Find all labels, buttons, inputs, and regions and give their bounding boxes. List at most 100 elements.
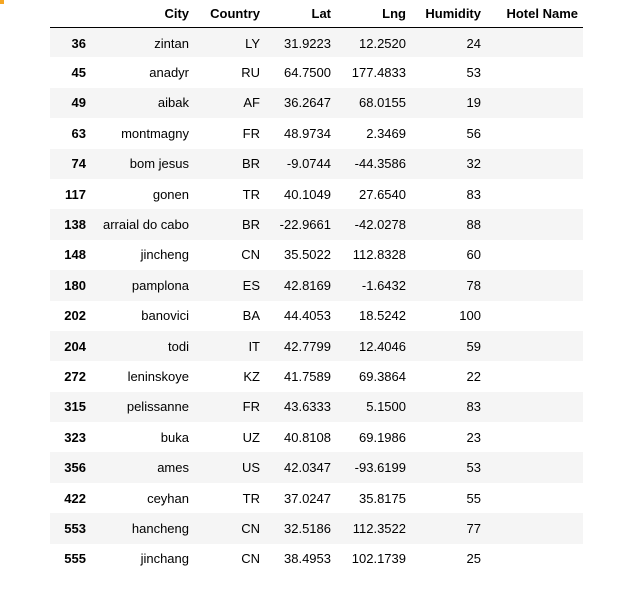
dataframe-table: City Country Lat Lng Humidity Hotel Name… — [50, 0, 583, 575]
cell-lng: 68.0155 — [359, 95, 406, 111]
cell-hotel-name — [486, 27, 583, 57]
cell-lat: 31.9223 — [284, 36, 331, 52]
cell-lat: 43.6333 — [284, 399, 331, 415]
cell-lng: 35.8175 — [359, 490, 406, 506]
cell-hotel-name — [486, 149, 583, 179]
cell-city: montmagny — [121, 125, 189, 141]
cell-humidity: 53 — [466, 65, 481, 81]
cell-lat: -9.0744 — [286, 156, 331, 172]
cell-hotel-name — [486, 57, 583, 87]
cell-city: jinchang — [140, 551, 189, 567]
cell-country: TR — [242, 490, 260, 506]
table-row: 117 gonen TR 40.1049 27.6540 83 — [50, 178, 583, 210]
row-index: 74 — [71, 156, 86, 172]
table-row: 323 buka UZ 40.8108 69.1986 23 — [50, 422, 583, 453]
row-index: 49 — [71, 95, 86, 111]
table-row: 356 ames US 42.0347 -93.6199 53 — [50, 452, 583, 483]
index-header — [50, 0, 91, 28]
cell-lat: 38.4953 — [284, 551, 331, 567]
table-row: 138 arraial do cabo BR -22.9661 -42.0278 88 — [50, 209, 583, 240]
cell-country: BR — [241, 156, 260, 172]
cell-city: leninskoye — [127, 368, 189, 384]
cell-hotel-name — [486, 209, 583, 239]
column-header-humidity: Humidity — [411, 0, 486, 28]
cell-lng: 5.1500 — [366, 399, 406, 415]
cell-country: US — [241, 460, 260, 476]
row-index: 180 — [64, 277, 86, 293]
cell-humidity: 78 — [466, 277, 481, 293]
cell-hotel-name — [486, 452, 583, 482]
cell-city: anadyr — [149, 65, 189, 81]
table-row: 180 pamplona ES 42.8169 -1.6432 78 — [50, 270, 583, 301]
cell-humidity: 83 — [466, 399, 481, 415]
cell-country: LY — [245, 36, 260, 52]
column-header-hotel-name: Hotel Name — [486, 0, 583, 28]
cell-lng: 27.6540 — [359, 186, 406, 202]
cell-city: bom jesus — [129, 156, 189, 172]
table-row: 422 ceyhan TR 37.0247 35.8175 55 — [50, 482, 583, 514]
cell-hotel-name — [486, 513, 583, 543]
cell-hotel-name — [486, 483, 583, 513]
cell-country: ES — [242, 277, 260, 293]
row-index: 202 — [64, 308, 86, 324]
cell-hotel-name — [486, 361, 583, 391]
cell-city: pelissanne — [126, 399, 189, 415]
cell-hotel-name — [486, 301, 583, 331]
cell-country: IT — [248, 338, 260, 354]
cell-city: aibak — [157, 95, 189, 111]
cell-lat: 44.4053 — [284, 308, 331, 324]
cell-city: banovici — [141, 308, 189, 324]
cell-city: arraial do cabo — [103, 217, 189, 233]
cell-humidity: 32 — [466, 156, 481, 172]
cell-country: FR — [242, 399, 260, 415]
cell-humidity: 25 — [466, 551, 481, 567]
cell-city: ames — [157, 460, 189, 476]
row-index: 356 — [64, 460, 86, 476]
cell-humidity: 24 — [466, 36, 481, 52]
cell-lat: 40.1049 — [284, 186, 331, 202]
cell-humidity: 56 — [466, 125, 481, 141]
cell-hotel-name — [486, 270, 583, 300]
cell-humidity: 83 — [466, 186, 481, 202]
cell-humidity: 88 — [466, 217, 481, 233]
row-index: 315 — [64, 399, 86, 415]
cell-city: gonen — [152, 186, 189, 202]
cell-country: CN — [241, 551, 260, 567]
cell-lat: 40.8108 — [284, 429, 331, 445]
table-row: 202 banovici BA 44.4053 18.5242 100 — [50, 300, 583, 331]
row-index: 63 — [71, 125, 86, 141]
cell-hotel-name — [486, 422, 583, 452]
cell-lat: 35.5022 — [284, 247, 331, 263]
table-row: 45 anadyr RU 64.7500 177.4833 53 — [50, 57, 583, 88]
table-row: 148 jincheng CN 35.5022 112.8328 60 — [50, 239, 583, 271]
table-row: 74 bom jesus BR -9.0744 -44.3586 32 — [50, 148, 583, 179]
row-index: 272 — [64, 368, 86, 384]
table-body: 36 zintan LY 31.9223 12.2520 24 45 anadyr RU 64.7… — [50, 27, 583, 575]
cell-humidity: 59 — [466, 338, 481, 354]
cell-city: hancheng — [131, 520, 189, 536]
cell-marker — [0, 0, 4, 4]
cell-humidity: 100 — [459, 308, 481, 324]
cell-lng: -1.6432 — [361, 277, 406, 293]
row-index: 555 — [64, 551, 86, 567]
row-index: 36 — [71, 36, 86, 52]
cell-hotel-name — [486, 240, 583, 270]
cell-lat: 42.0347 — [284, 460, 331, 476]
column-header-lat: Lat — [265, 0, 336, 28]
cell-lat: 42.7799 — [284, 338, 331, 354]
table-row: 553 hancheng CN 32.5186 112.3522 77 — [50, 513, 583, 544]
cell-lng: 2.3469 — [366, 125, 406, 141]
cell-city: buka — [160, 429, 189, 445]
cell-city: todi — [168, 338, 189, 354]
row-index: 148 — [64, 247, 86, 263]
cell-country: RU — [241, 65, 260, 81]
cell-humidity: 22 — [466, 368, 481, 384]
table-row: 555 jinchang CN 38.4953 102.1739 25 — [50, 543, 583, 575]
cell-lng: 102.1739 — [351, 551, 406, 567]
cell-hotel-name — [486, 179, 583, 209]
cell-hotel-name — [486, 88, 583, 118]
table-row: 315 pelissanne FR 43.6333 5.1500 83 — [50, 391, 583, 423]
header-row: City Country Lat Lng Humidity Hotel Name — [50, 0, 583, 28]
cell-lng: -93.6199 — [354, 460, 406, 476]
cell-city: jincheng — [140, 247, 189, 263]
